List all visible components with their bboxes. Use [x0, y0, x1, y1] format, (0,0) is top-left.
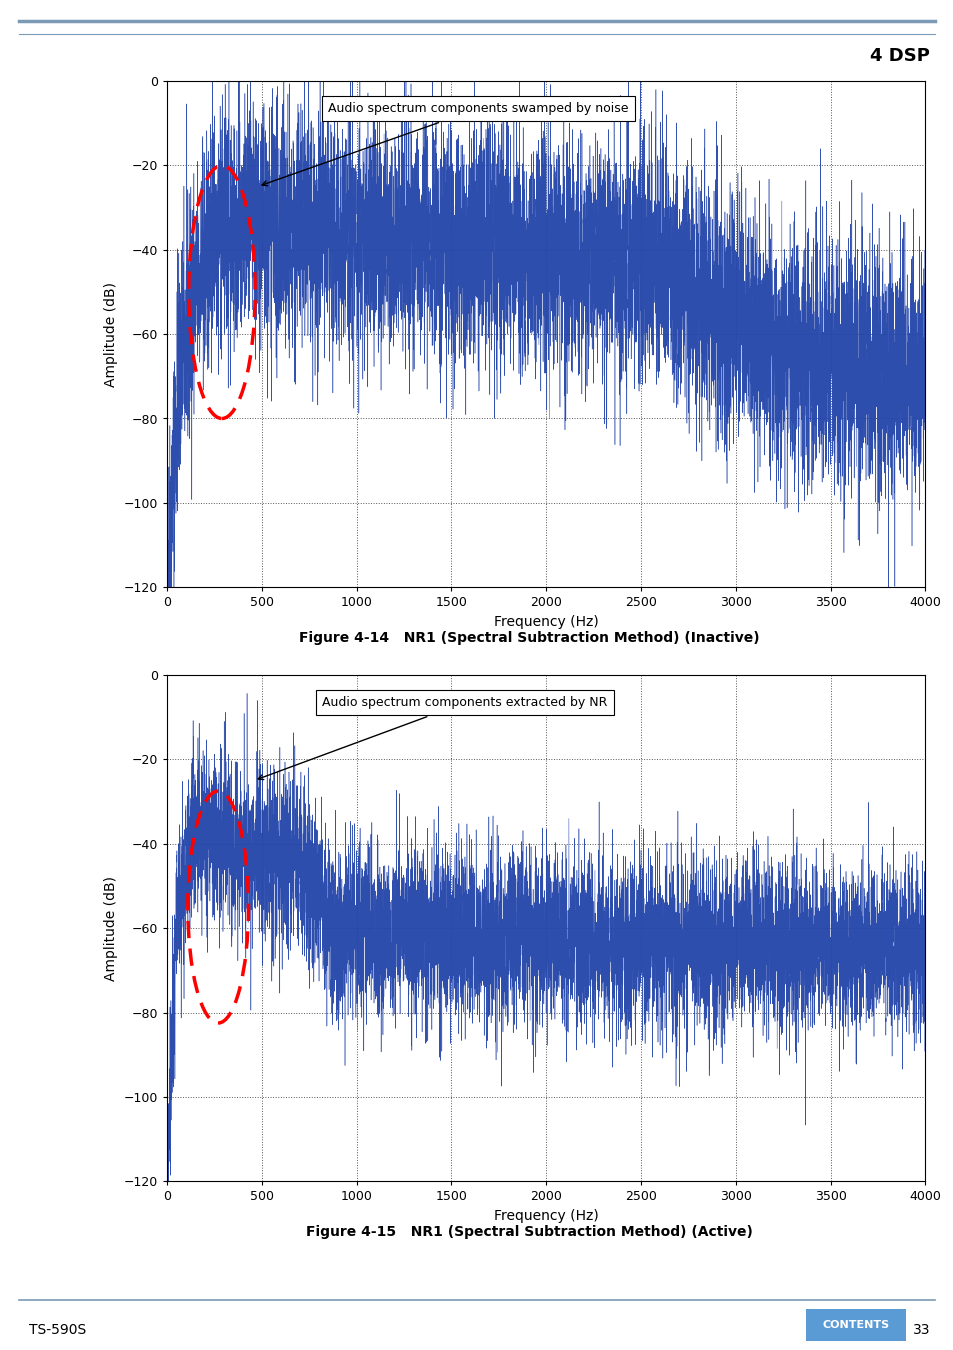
Text: 4 DSP: 4 DSP [869, 47, 929, 65]
Text: Audio spectrum components extracted by NR: Audio spectrum components extracted by N… [258, 697, 607, 779]
Text: Figure 4-14   NR1 (Spectral Subtraction Method) (Inactive): Figure 4-14 NR1 (Spectral Subtraction Me… [299, 630, 759, 645]
X-axis label: Frequency (Hz): Frequency (Hz) [494, 614, 598, 629]
Y-axis label: Amplitude (dB): Amplitude (dB) [104, 282, 118, 386]
Y-axis label: Amplitude (dB): Amplitude (dB) [104, 876, 118, 980]
Text: TS-590S: TS-590S [29, 1323, 86, 1336]
Text: Figure 4-15   NR1 (Spectral Subtraction Method) (Active): Figure 4-15 NR1 (Spectral Subtraction Me… [306, 1224, 752, 1239]
Text: CONTENTS: CONTENTS [821, 1320, 889, 1330]
Text: 33: 33 [912, 1323, 929, 1336]
X-axis label: Frequency (Hz): Frequency (Hz) [494, 1208, 598, 1223]
FancyBboxPatch shape [805, 1308, 905, 1341]
Text: Audio spectrum components swamped by noise: Audio spectrum components swamped by noi… [262, 103, 628, 186]
